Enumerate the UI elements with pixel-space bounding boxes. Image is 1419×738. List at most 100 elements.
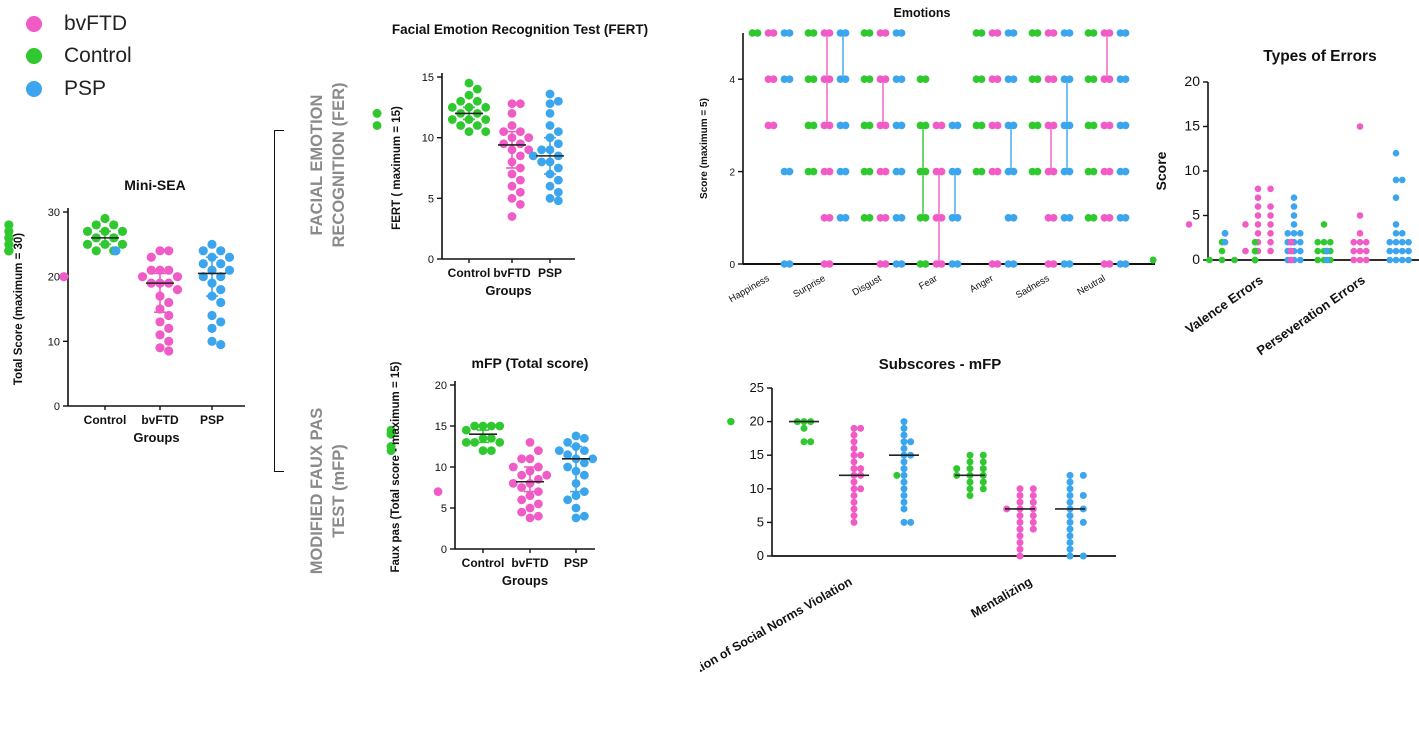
- errors-y-label: Score: [1153, 151, 1169, 190]
- subscores-point-psp-mentalizing-12: [1066, 525, 1074, 533]
- subscores-point-psp-mentalizing-13: [1066, 532, 1074, 540]
- subscores-point-psp-mentalizing-2: [1066, 478, 1074, 486]
- emotions-point-control-disgust-3a: [860, 167, 869, 176]
- minisea-point-control-1: [109, 220, 119, 230]
- emotions-point-psp-sadness-5b: [1065, 260, 1074, 268]
- emotions-point-control-anger-0b: [977, 29, 986, 37]
- emotions-point-psp-disgust-5a: [892, 260, 901, 268]
- subscores-title: Subscores - mFP: [879, 356, 1002, 373]
- mfp-point-control-11: [486, 433, 496, 443]
- emotions-point-psp-neutral-3b: [1121, 167, 1130, 176]
- minisea-point-control-15: [4, 239, 14, 249]
- minisea-point-bvftd-19: [155, 330, 165, 340]
- errors-point-control-valence-errors-11: [1150, 256, 1157, 264]
- emotions-point-bvftd-fear-0a: [932, 121, 941, 130]
- legend-item-bvftd: bvFTD: [26, 12, 127, 36]
- errors-point-bvftd-perseveration-errors-15: [1350, 256, 1358, 264]
- minisea-point-bvftd-21: [155, 343, 165, 353]
- fert-x-tick-label-control: Control: [448, 266, 491, 280]
- errors-point-bvftd-valence-errors-2: [1254, 194, 1262, 201]
- errors-y-tick-label-5: 5: [1192, 207, 1200, 223]
- errors-point-psp-valence-errors-11: [1296, 238, 1304, 246]
- mfp-point-psp-1: [579, 433, 589, 443]
- errors-point-control-valence-errors-2: [1218, 256, 1226, 264]
- emotions-point-control-neutral-4b: [1089, 214, 1098, 222]
- subscores-point-bvftd-mentalizing-3: [1029, 492, 1037, 500]
- fert-point-bvftd-0: [507, 99, 517, 109]
- fert-point-psp-20: [553, 196, 563, 206]
- legend-label-psp: PSP: [64, 77, 107, 100]
- errors-point-bvftd-perseveration-errors-3: [1356, 238, 1364, 246]
- chart-types-of-errors: Types of Errors 0 5 10 15 20 Score Valence Erro…: [1150, 48, 1419, 358]
- emotions-point-psp-surprise-4a: [836, 214, 845, 222]
- subscores-y-tick-label-25: 25: [750, 380, 764, 395]
- fert-point-control-7: [447, 102, 457, 112]
- fert-point-bvftd-18: [515, 187, 525, 197]
- emotions-point-bvftd-sadness-3a: [1044, 167, 1053, 176]
- emotions-point-control-neutral-4a: [1084, 214, 1093, 222]
- emotions-point-psp-anger-5b: [1009, 260, 1018, 268]
- subscores-point-bvftd-recognition-of-social-norms-violation-16: [850, 498, 858, 506]
- fert-point-psp-17: [545, 181, 555, 191]
- errors-point-control-perseveration-errors-12: [1314, 256, 1322, 264]
- errors-point-psp-valence-errors-3: [1290, 221, 1298, 228]
- subscores-point-psp-recognition-of-social-norms-violation-5: [900, 444, 908, 452]
- subscores-point-control-mentalizing-11: [966, 478, 974, 486]
- emotions-point-control-sadness-1a: [1028, 75, 1037, 83]
- emotions-point-psp-happiness-3a: [780, 260, 789, 268]
- emotions-point-bvftd-sadness-1b: [1049, 75, 1058, 83]
- minisea-point-bvftd-5: [146, 265, 156, 275]
- emotions-point-bvftd-sadness-2b: [1049, 121, 1058, 130]
- emotions-point-control-fear-3b: [921, 214, 930, 222]
- emotions-point-bvftd-disgust-5a: [876, 260, 885, 268]
- minisea-y-tick-label-20: 20: [48, 272, 60, 284]
- fert-point-psp-2: [545, 99, 555, 109]
- emotions-point-bvftd-neutral-5b: [1105, 260, 1114, 268]
- errors-point-bvftd-perseveration-errors-5: [1350, 238, 1358, 246]
- emotions-point-control-fear-4b: [921, 260, 930, 268]
- errors-point-bvftd-perseveration-errors-12: [1287, 247, 1295, 255]
- subscores-point-bvftd-recognition-of-social-norms-violation-4: [850, 444, 858, 452]
- mfp-point-control-19: [386, 446, 396, 455]
- subscores-point-control-mentalizing-12: [979, 478, 987, 486]
- fert-point-psp-4: [545, 121, 555, 130]
- fert-point-psp-11: [528, 151, 538, 161]
- grouping-bracket: [274, 130, 284, 472]
- emotions-point-control-sadness-2b: [1033, 121, 1042, 130]
- fert-point-bvftd-15: [507, 169, 517, 179]
- errors-point-psp-perseveration-errors-13: [1386, 247, 1394, 255]
- subscores-point-bvftd-recognition-of-social-norms-violation-5: [850, 451, 858, 459]
- minisea-point-bvftd-22: [164, 346, 174, 356]
- minisea-point-psp-10: [224, 265, 235, 275]
- mfp-point-bvftd-7: [517, 470, 527, 480]
- subscores-point-control-mentalizing-13: [966, 485, 974, 493]
- emotions-point-psp-disgust-3b: [897, 167, 906, 176]
- mfp-point-psp-6: [563, 450, 573, 460]
- fert-point-bvftd-14: [515, 163, 525, 173]
- mfp-point-bvftd-14: [433, 487, 443, 496]
- emotions-point-psp-sadness-3b: [1065, 167, 1074, 176]
- errors-point-bvftd-valence-errors-10: [1185, 221, 1193, 228]
- emotions-point-control-disgust-0a: [860, 29, 869, 37]
- emotions-point-psp-sadness-1b: [1065, 75, 1074, 83]
- subscores-point-bvftd-recognition-of-social-norms-violation-19: [850, 518, 858, 526]
- emotions-point-bvftd-neutral-4a: [1100, 214, 1109, 222]
- errors-point-psp-valence-errors-15: [1296, 247, 1304, 255]
- emotions-point-psp-disgust-2b: [897, 121, 906, 130]
- mfp-point-bvftd-17: [533, 499, 543, 509]
- emotions-point-psp-happiness-0b: [785, 29, 794, 37]
- subscores-point-control-mentalizing-4: [966, 465, 974, 473]
- subscores-point-psp-recognition-of-social-norms-violation-15: [900, 505, 908, 513]
- emotions-point-control-disgust-3b: [865, 167, 874, 176]
- mfp-point-control-3: [495, 421, 505, 431]
- errors-point-bvftd-valence-errors-14: [1267, 238, 1274, 246]
- errors-point-bvftd-perseveration-errors-2: [1356, 230, 1364, 237]
- minisea-point-bvftd-12: [172, 285, 183, 295]
- emotions-point-control-fear-2a: [916, 167, 925, 176]
- emotions-point-psp-disgust-1a: [892, 75, 901, 83]
- subscores-point-psp-mentalizing-9: [1066, 512, 1074, 520]
- emotions-point-bvftd-surprise-3b: [825, 167, 834, 176]
- subscores-point-control-mentalizing-5: [979, 465, 987, 473]
- errors-point-bvftd-perseveration-errors-9: [1362, 247, 1370, 255]
- subscores-point-control-recognition-of-social-norms-violation-10: [727, 418, 735, 426]
